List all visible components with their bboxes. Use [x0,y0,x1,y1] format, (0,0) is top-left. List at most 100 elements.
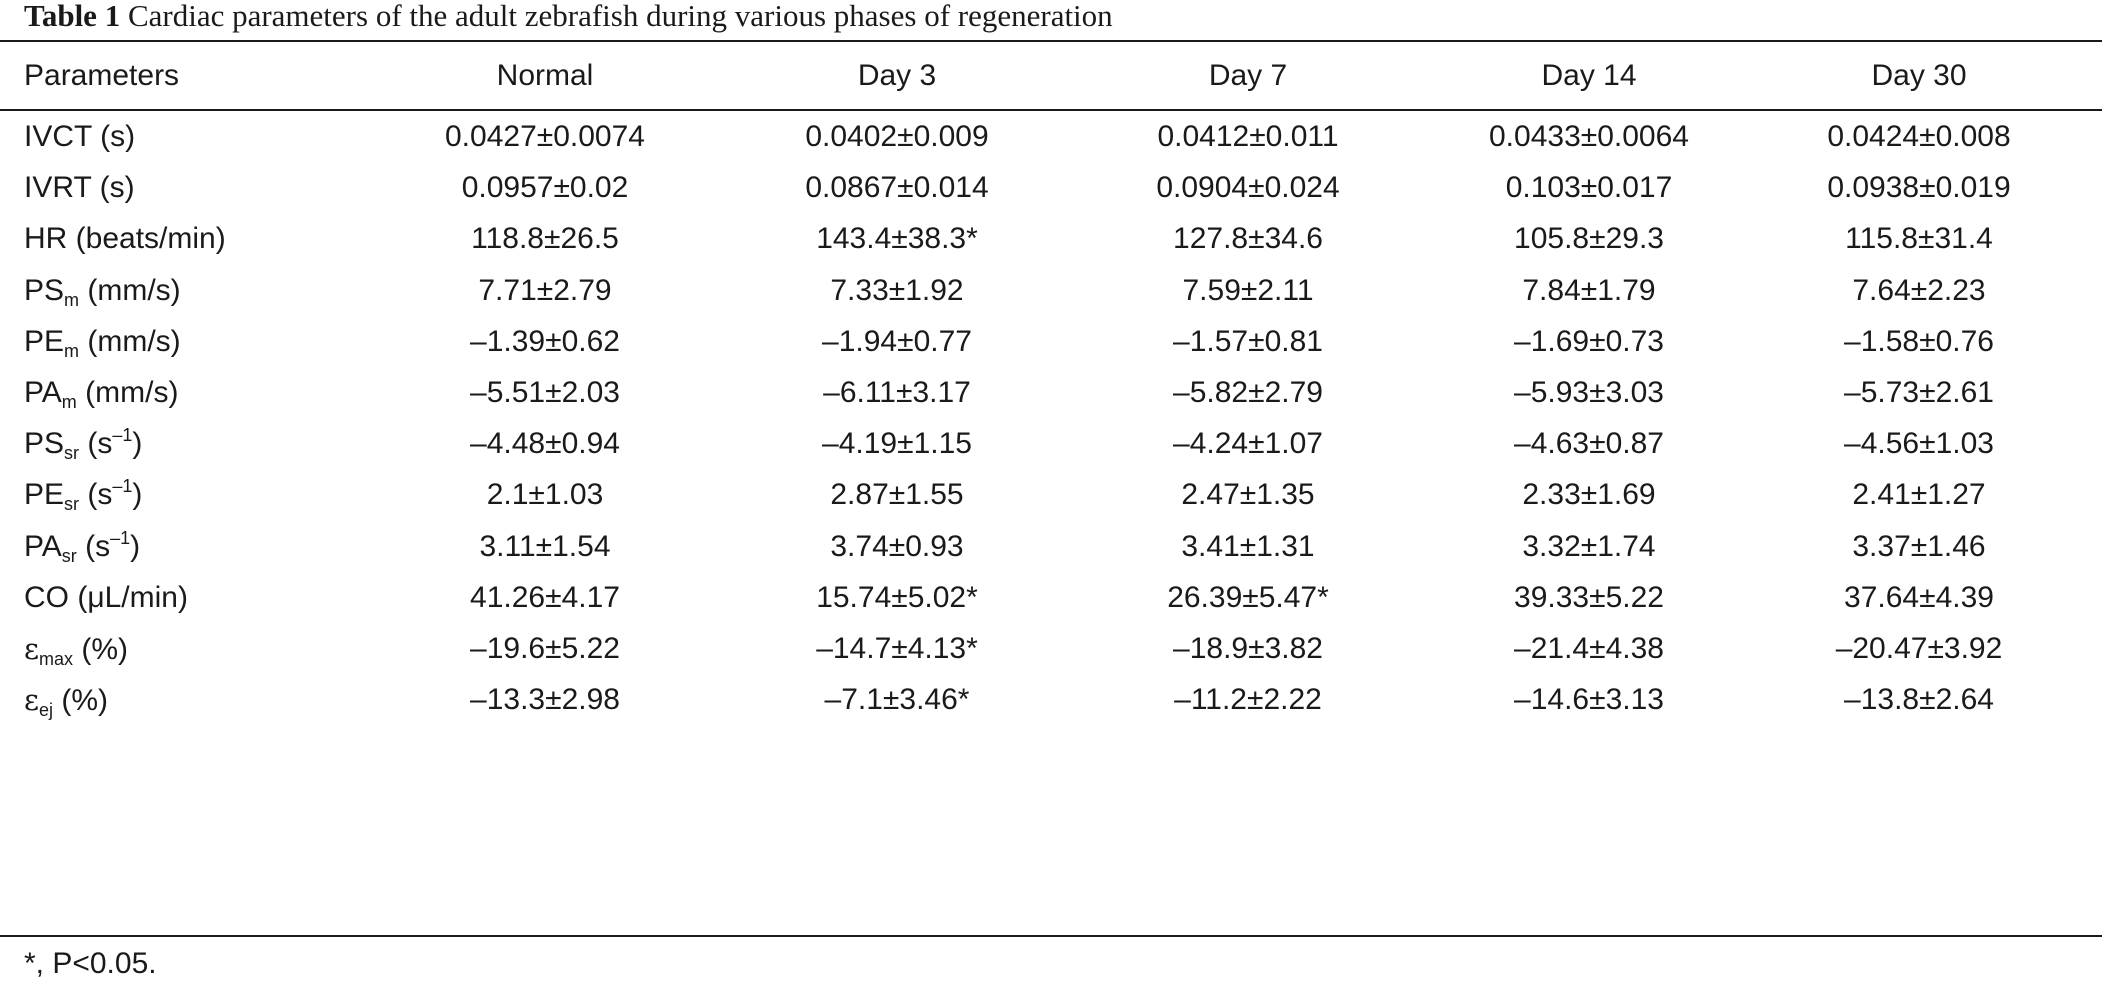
table-cell-day-14: 2.33±1.69 [1522,478,1656,512]
table-cell-day-7: 2.47±1.35 [1181,478,1315,512]
table-cell-day-30: 0.0424±0.008 [1827,120,2011,153]
header-parameters: Parameters [24,59,180,92]
parameter-symbol: PA [24,376,62,409]
table-cell-day-14: –14.6±3.13 [1514,683,1664,717]
table-cell-day-30: 37.64±4.39 [1844,580,1994,614]
table-header-rule [0,109,2102,111]
table-row: CO (μL/min) 41.26±4.17 15.74±5.02* 26.39±5.… [0,564,2102,632]
table-cell-day-7: 0.0904±0.024 [1156,171,1340,205]
header-day-3: Day 3 [857,59,937,92]
parameter-subscript: sr [64,443,80,464]
table-caption: Table 1 Cardiac parameters of the adult … [24,0,1113,36]
table-cell-normal: 41.26±4.17 [470,580,620,614]
parameter-symbol: IVCT (s) [24,120,136,153]
parameter-unit: (mm/s) [79,273,181,307]
table-cell-day-3: 0.0867±0.014 [805,171,989,205]
row-parameter: HR (beats/min) [24,205,226,273]
table-cell-normal: 0.0957±0.02 [461,171,629,205]
table-caption-text: Cardiac parameters of the adult zebrafis… [127,0,1113,33]
parameter-superscript: –1 [110,527,131,548]
table-footnote: *, P<0.05. [24,947,157,980]
parameter-symbol: IVRT (s) [24,171,135,205]
row-parameter: εej (%) [24,666,108,734]
table-cell-day-30: –1.58±0.76 [1844,324,1994,358]
table-cell-normal: 3.11±1.54 [479,529,611,563]
row-parameter: IVCT (s) [24,103,135,171]
parameter-unit-close: ) [130,529,141,563]
table-cell-day-14: –21.4±4.38 [1514,632,1664,665]
table-row: PEsr (s–1) 2.1±1.03 2.87±1.55 2.47±1.35 2.33… [0,461,2102,529]
table-cell-day-3: 15.74±5.02* [816,580,978,614]
table-cell-day-7: 3.41±1.31 [1181,529,1315,563]
table-cell-day-3: 3.74±0.93 [830,529,964,563]
table-cell-day-30: 115.8±31.4 [1845,222,1993,256]
table-cell-day-3: –6.11±3.17 [823,376,971,409]
table-cell-day-30: –4.56±1.03 [1844,427,1994,461]
parameter-symbol: PA [24,529,62,563]
parameter-subscript: m [64,289,80,310]
parameter-unit: (s [76,529,111,563]
table-cell-day-30: 0.0938±0.019 [1827,171,2011,205]
table-row: IVRT (s) 0.0957±0.02 0.0867±0.014 0.0904±0.… [0,154,2102,222]
table-cell-day-14: 0.0433±0.0064 [1489,120,1689,153]
parameter-symbol: PS [24,427,65,461]
row-parameter: PSm (mm/s) [24,257,181,325]
table-cell-day-14: –5.93±3.03 [1514,376,1664,409]
table-cell-day-7: 26.39±5.47* [1167,580,1329,614]
table-cell-day-7: 0.0412±0.011 [1157,120,1339,153]
row-parameter: CO (μL/min) [24,564,188,632]
parameter-symbol: CO (μL/min) [24,580,188,614]
table-cell-day-3: –1.94±0.77 [822,324,972,358]
table-cell-day-7: –11.2±2.22 [1174,683,1322,717]
table-cell-normal: –5.51±2.03 [470,376,620,409]
parameter-symbol: HR (beats/min) [24,222,226,256]
table-cell-day-7: –5.82±2.79 [1173,376,1323,409]
table-row: PEm (mm/s) –1.39±0.62 –1.94±0.77 –1.57±0.81… [0,308,2102,376]
table-cell-day-14: 0.103±0.017 [1505,171,1673,205]
parameter-symbol: ε [24,683,40,718]
parameter-subscript: sr [61,545,77,566]
table-cell-day-30: –5.73±2.61 [1844,376,1994,409]
table-cell-day-3: 2.87±1.55 [830,478,964,512]
table-cell-day-30: –13.8±2.64 [1844,683,1994,717]
table-cell-day-14: –1.69±0.73 [1514,324,1664,358]
table-cell-day-7: 127.8±34.6 [1173,222,1323,256]
table-cell-day-14: 105.8±29.3 [1514,222,1664,256]
parameter-symbol: PE [24,324,65,358]
parameter-unit-close: ) [132,427,143,461]
table-cell-day-3: –7.1±3.46* [824,683,970,717]
table-cell-day-3: –14.7±4.13* [816,632,978,665]
table-cell-day-3: 7.33±1.92 [830,273,964,307]
table-cell-normal: 7.71±2.79 [478,273,612,307]
row-parameter: PAsr (s–1) [24,513,140,581]
table-row: PSm (mm/s) 7.71±2.79 7.33±1.92 7.59±2.11 7.8… [0,257,2102,325]
table-row: IVCT (s) 0.0427±0.0074 0.0402±0.009 0.0412±… [0,103,2102,171]
table-cell-day-30: 3.37±1.46 [1852,529,1986,563]
table-row: PAsr (s–1) 3.11±1.54 3.74±0.93 3.41±1.31 3.3… [0,513,2102,581]
table-cell-day-3: –4.19±1.15 [822,427,972,461]
table-header-row: Parameters Normal Day 3 Day 7 Day 14 Day… [0,42,2102,110]
table-cell-day-30: 7.64±2.23 [1852,273,1986,307]
row-parameter: PSsr (s–1) [24,410,142,478]
header-day-14: Day 14 [1541,59,1637,92]
parameter-subscript: sr [64,494,80,515]
table-top-rule [0,40,2102,42]
parameter-unit: (%) [73,633,129,666]
table-cell-day-14: 3.32±1.74 [1522,529,1656,563]
parameter-unit: (mm/s) [79,324,181,358]
table-cell-normal: –13.3±2.98 [470,683,620,717]
table-cell-day-30: –20.47±3.92 [1835,632,2003,665]
parameter-superscript: –1 [112,476,133,497]
header-day-30: Day 30 [1871,59,1967,92]
table-cell-day-14: 7.84±1.79 [1522,273,1656,307]
table-cell-day-14: –4.63±0.87 [1514,427,1664,461]
parameter-subscript: ej [39,700,54,721]
table-cell-day-3: 143.4±38.3* [816,222,978,256]
table-bottom-rule [0,935,2102,937]
table-cell-day-30: 2.41±1.27 [1852,478,1986,512]
parameter-unit: (s [79,427,113,461]
parameter-superscript: –1 [112,425,133,446]
table-row: εej (%) –13.3±2.98 –7.1±3.46* –11.2±2.22 –14… [0,666,2102,734]
parameter-unit: (s [79,478,113,512]
table-cell-normal: 0.0427±0.0074 [445,120,645,153]
